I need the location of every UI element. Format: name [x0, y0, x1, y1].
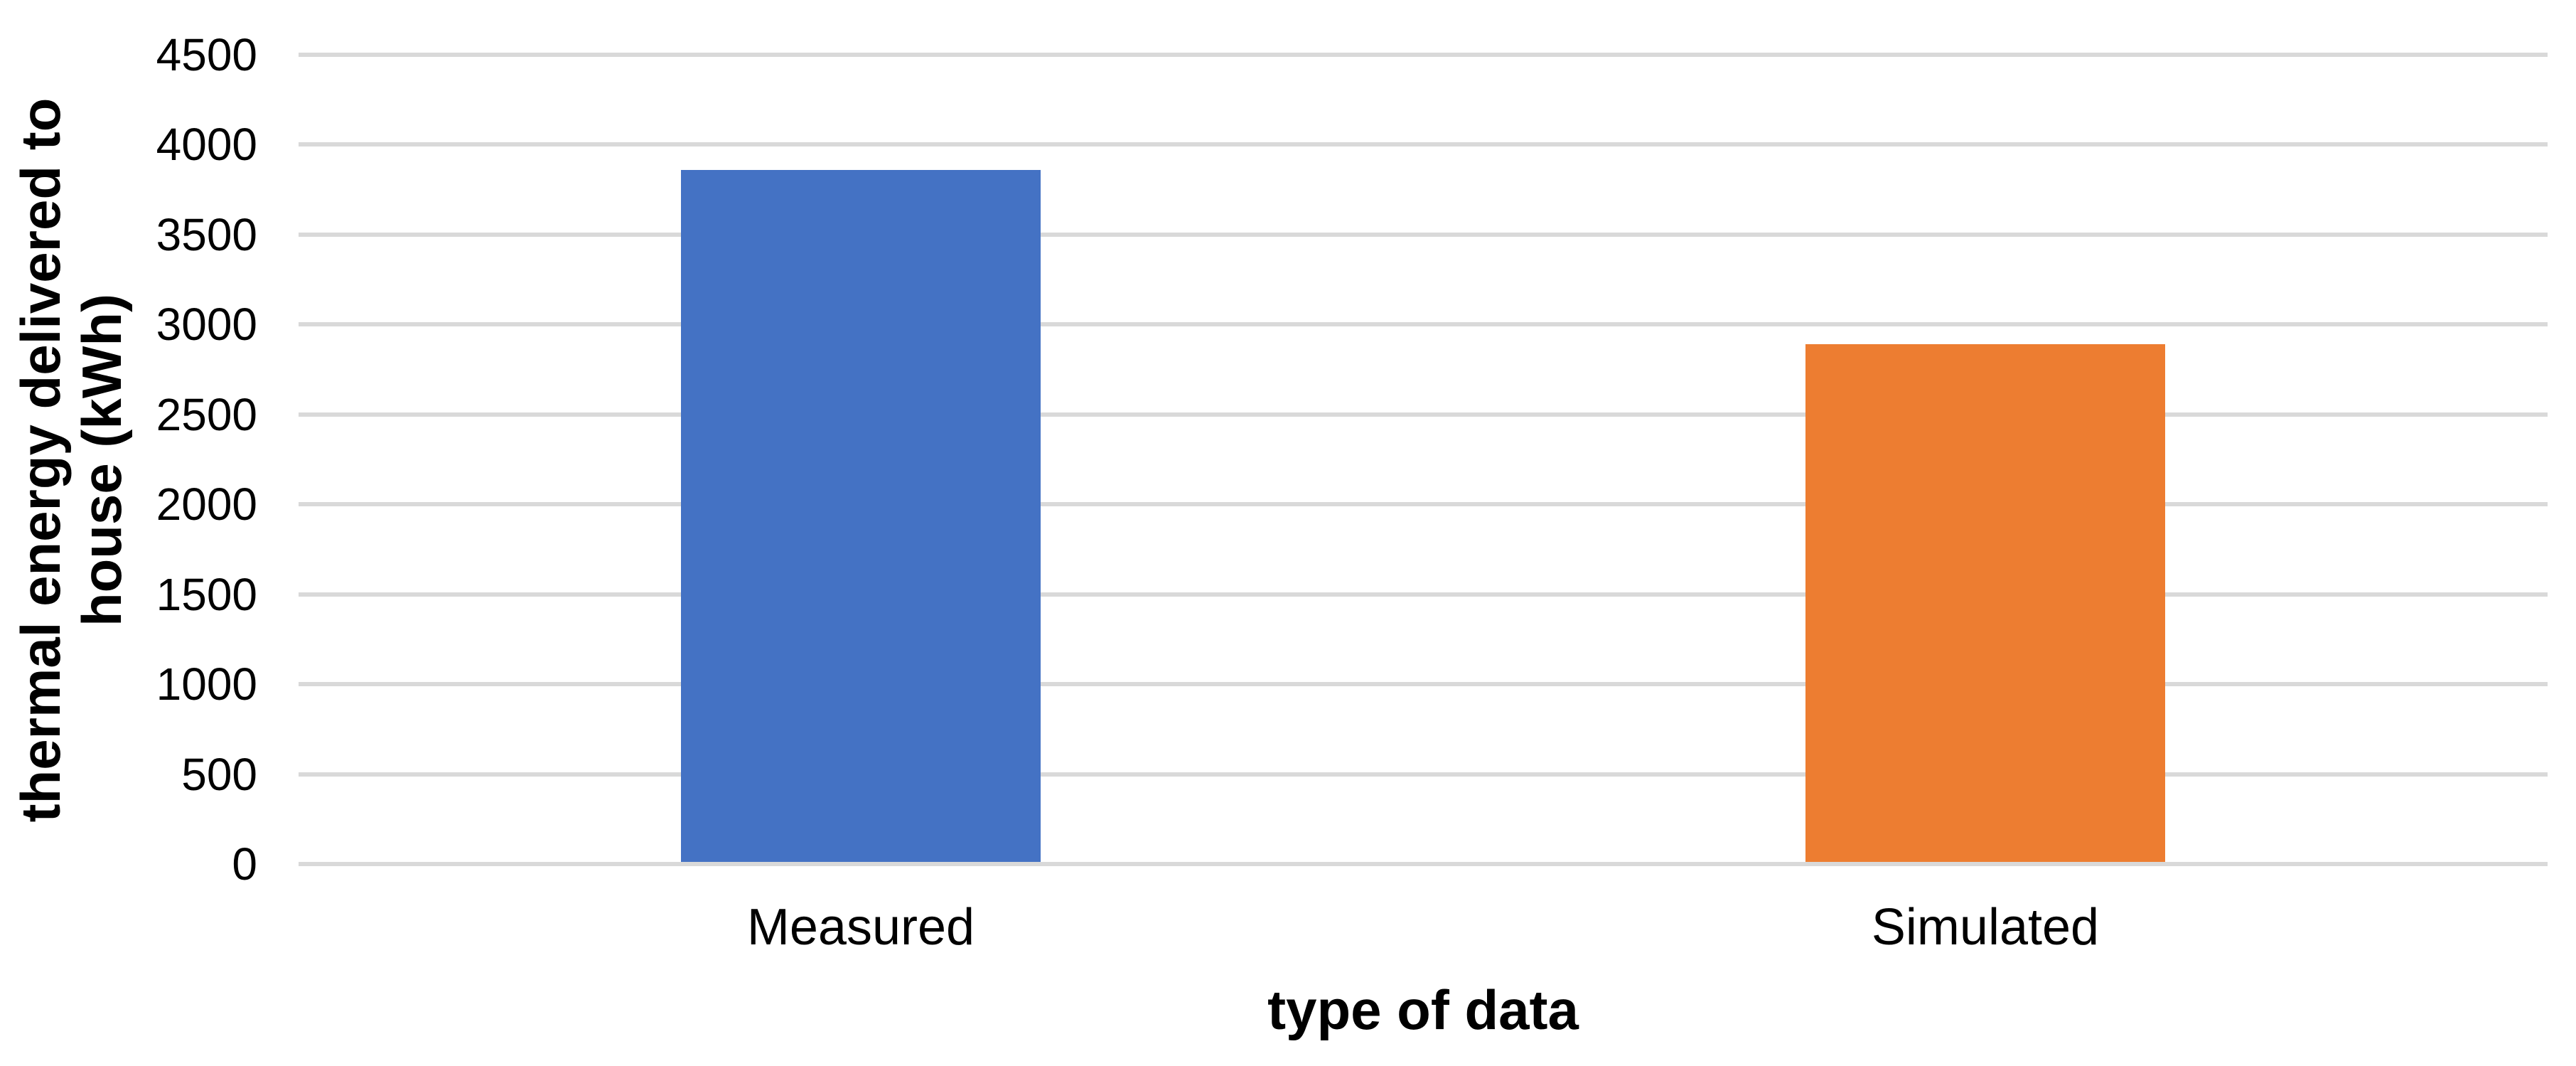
y-tick-label-3500: 3500 [156, 208, 257, 260]
gridline-1500 [299, 592, 2548, 597]
y-tick-label-4000: 4000 [156, 119, 257, 171]
y-tick-label-0: 0 [232, 838, 257, 890]
gridline-4000 [299, 142, 2548, 147]
gridline-3000 [299, 322, 2548, 327]
gridline-1000 [299, 682, 2548, 687]
gridline-3500 [299, 232, 2548, 237]
x-axis-title: type of data [1267, 979, 1579, 1041]
bar-measured [681, 170, 1041, 862]
gridline-2500 [299, 412, 2548, 417]
y-tick-label-3000: 3000 [156, 299, 257, 351]
gridline-500 [299, 772, 2548, 777]
y-tick-label-500: 500 [181, 748, 257, 800]
x-category-label-simulated: Simulated [1871, 899, 2100, 956]
gridline-4500 [299, 53, 2548, 57]
x-category-label-measured: Measured [746, 899, 975, 956]
y-tick-label-2500: 2500 [156, 388, 257, 440]
gridline-0 [299, 862, 2548, 866]
y-tick-label-1000: 1000 [156, 659, 257, 710]
y-tick-label-2000: 2000 [156, 479, 257, 531]
y-tick-label-4500: 4500 [156, 29, 257, 80]
y-tick-label-1500: 1500 [156, 568, 257, 620]
bar-simulated [1805, 344, 2165, 862]
gridline-2000 [299, 502, 2548, 507]
